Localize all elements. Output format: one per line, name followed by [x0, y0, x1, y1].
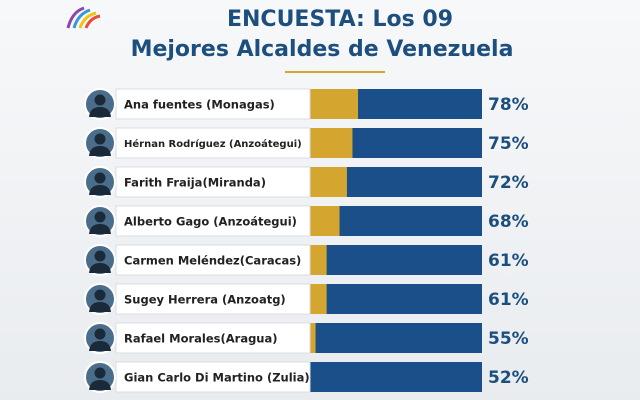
avatar-body	[89, 341, 111, 351]
avatar-head	[94, 94, 106, 106]
value-label: 68%	[488, 212, 529, 232]
avatar-body	[89, 185, 111, 195]
category-label: Gian Carlo Di Martino (Zulia)	[124, 371, 310, 385]
value-label: 52%	[488, 368, 529, 388]
avatar-head	[94, 172, 106, 184]
avatar-body	[89, 302, 111, 312]
bar	[307, 245, 482, 275]
name-box	[115, 283, 311, 315]
bar	[307, 284, 482, 314]
avatar-head	[94, 367, 106, 379]
value-label: 61%	[488, 251, 529, 271]
bar-accent	[307, 128, 353, 158]
bar-accent	[307, 89, 358, 119]
value-label: 55%	[488, 329, 529, 349]
category-label: Alberto Gago (Anzoátegui)	[124, 215, 297, 229]
value-label: 75%	[488, 134, 529, 154]
avatar-head	[94, 289, 106, 301]
name-box	[115, 244, 311, 276]
category-label: Sugey Herrera (Anzoatg)	[124, 293, 286, 307]
avatar-body	[89, 263, 111, 273]
name-box	[115, 88, 311, 120]
category-label: Hérnan Rodríguez (Anzoátegui)	[124, 138, 302, 150]
category-label: Rafael Morales(Aragua)	[124, 332, 278, 346]
bar-accent	[307, 245, 327, 275]
avatar-head	[94, 211, 106, 223]
bar-accent	[307, 206, 340, 236]
bar-accent	[307, 284, 327, 314]
value-label: 72%	[488, 173, 529, 193]
value-label: 78%	[488, 95, 529, 115]
bar	[307, 323, 482, 353]
category-label: Ana fuentes (Monagas)	[124, 98, 275, 112]
category-label: Carmen Meléndez(Caracas)	[124, 254, 301, 268]
category-label: Farith Fraija(Miranda)	[124, 176, 266, 190]
logo	[66, 6, 101, 29]
chart-title: ENCUESTA: Los 09	[227, 7, 453, 32]
bar-accent	[307, 323, 316, 353]
name-box	[115, 166, 311, 198]
name-box	[115, 205, 311, 237]
avatar-head	[94, 328, 106, 340]
avatar-head	[94, 250, 106, 262]
bar	[307, 362, 482, 392]
name-box	[115, 361, 311, 393]
avatar-body	[89, 146, 111, 156]
avatar-head	[94, 133, 106, 145]
bar-accent	[307, 167, 347, 197]
avatar-body	[89, 224, 111, 234]
avatar-body	[89, 380, 111, 390]
name-box	[115, 322, 311, 354]
value-label: 61%	[488, 290, 529, 310]
chart-subtitle: Mejores Alcaldes de Venezuela	[131, 37, 514, 62]
avatar-body	[89, 107, 111, 117]
